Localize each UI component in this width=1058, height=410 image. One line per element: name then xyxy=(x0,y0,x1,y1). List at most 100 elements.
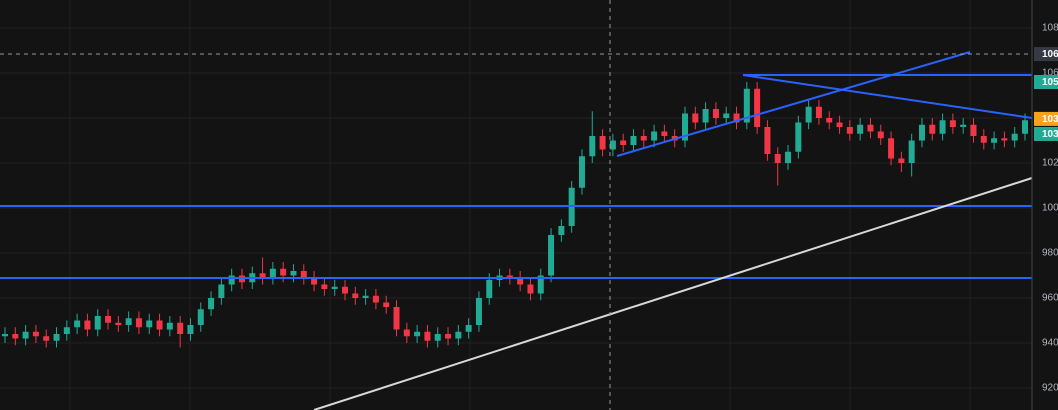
y-tick-label: 10000 xyxy=(1042,203,1058,214)
candle-body xyxy=(908,140,915,163)
y-tick-label: 10600 xyxy=(1042,68,1058,79)
candle-body xyxy=(723,113,730,118)
candle-body xyxy=(980,136,987,143)
price-tag xyxy=(1034,126,1058,141)
price-tag-label: 10684 xyxy=(1042,49,1058,60)
candle-body xyxy=(74,320,81,328)
candle-body xyxy=(12,334,19,339)
candle-body xyxy=(53,334,60,341)
candle-body xyxy=(383,302,390,307)
trend-line xyxy=(313,177,1033,410)
candle-body xyxy=(620,140,627,145)
candle-body xyxy=(311,277,318,285)
candle-body xyxy=(651,131,658,141)
candle-body xyxy=(445,334,452,339)
candle-body xyxy=(94,316,101,330)
candle-body xyxy=(105,316,112,323)
candle-body xyxy=(929,124,936,134)
candle-body xyxy=(1022,120,1028,134)
candle-body xyxy=(455,331,462,339)
candle-body xyxy=(970,124,977,136)
candle-body xyxy=(290,271,297,276)
candle-body xyxy=(836,122,843,127)
candle-body xyxy=(857,124,864,134)
candle-body xyxy=(682,113,688,141)
axis-labels: 9200940096009800100001020010400106001080… xyxy=(1034,23,1058,394)
candle-body xyxy=(197,309,204,325)
price-tag xyxy=(1034,47,1058,62)
candle-body xyxy=(280,268,287,276)
candle-body xyxy=(22,331,29,339)
candle-body xyxy=(960,124,967,127)
price-tag xyxy=(1034,75,1058,89)
candle-body xyxy=(548,235,555,276)
price-tag-label: 10329 xyxy=(1042,129,1058,140)
candle-body xyxy=(991,138,998,143)
candle-body xyxy=(558,226,565,235)
candle-body xyxy=(630,136,637,145)
y-tick-label: 9600 xyxy=(1042,293,1058,304)
price-tag xyxy=(1034,111,1058,126)
candle-body xyxy=(115,322,122,325)
candle-body xyxy=(403,329,410,337)
price-tag-label: 10396 xyxy=(1042,114,1058,125)
candle-body xyxy=(517,277,524,285)
candle-body xyxy=(743,88,750,123)
y-tick-label: 9400 xyxy=(1042,338,1058,349)
candle-body xyxy=(815,106,822,118)
candle-body xyxy=(465,325,472,332)
y-tick-label: 9800 xyxy=(1042,248,1058,259)
candle-body xyxy=(187,325,194,334)
candle-body xyxy=(259,273,266,278)
candle-body xyxy=(702,109,709,123)
candle-body xyxy=(712,109,719,118)
candle-body xyxy=(414,331,421,337)
candle-body xyxy=(939,120,946,134)
candle-body xyxy=(692,113,699,123)
candle-body xyxy=(898,158,905,163)
candle-body xyxy=(578,156,585,188)
candle-body xyxy=(1011,133,1018,141)
trend-line xyxy=(742,74,1033,119)
candle-body xyxy=(352,293,359,298)
candle-body xyxy=(1001,138,1008,141)
candle-body xyxy=(846,127,853,134)
candle-body xyxy=(208,298,215,310)
candle-body xyxy=(125,318,132,325)
candle-body xyxy=(434,334,441,341)
candle-body xyxy=(321,284,328,289)
candle-body xyxy=(393,307,400,330)
candle-body xyxy=(805,106,812,123)
candle-body xyxy=(84,320,91,330)
candle-body xyxy=(300,271,307,278)
candle-body xyxy=(867,124,874,132)
candle-body xyxy=(269,268,276,278)
candle-body xyxy=(527,284,534,294)
y-tick-label: 10200 xyxy=(1042,158,1058,169)
candle-body xyxy=(331,286,338,289)
candle-body xyxy=(826,118,833,123)
candle-body xyxy=(372,295,379,303)
candle-body xyxy=(63,327,70,334)
candle-body xyxy=(589,136,596,157)
candle-body xyxy=(949,120,956,127)
candle-body xyxy=(486,280,493,298)
candles xyxy=(2,82,1028,348)
candle-body xyxy=(774,154,781,163)
candle-body xyxy=(918,124,925,141)
candle-body xyxy=(764,127,771,154)
price-axis xyxy=(1032,0,1058,410)
candle-body xyxy=(424,331,431,341)
candle-body xyxy=(888,138,895,159)
candle-body xyxy=(609,140,616,150)
candle-body xyxy=(733,113,740,123)
y-tick-label: 10800 xyxy=(1042,23,1058,34)
trend-line xyxy=(616,51,971,157)
candle-body xyxy=(156,320,163,330)
candle-body xyxy=(506,275,513,278)
candle-body xyxy=(785,151,792,163)
candle-body xyxy=(135,318,142,328)
candle-body xyxy=(146,320,153,328)
candle-body xyxy=(228,275,235,285)
